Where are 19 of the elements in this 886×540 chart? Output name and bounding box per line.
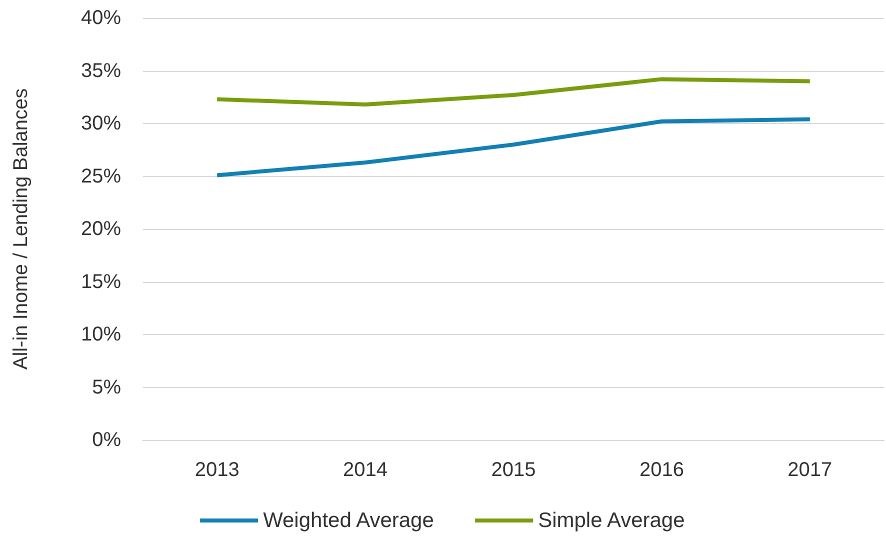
y-tick-label: 5%	[92, 376, 122, 398]
x-tick-label: 2016	[639, 459, 684, 481]
y-tick-label: 10%	[80, 324, 122, 346]
y-tick-label: 40%	[80, 7, 122, 29]
legend-label: Simple Average	[538, 509, 685, 532]
x-tick-label: 2013	[194, 459, 240, 481]
x-tick-label: 2017	[788, 459, 832, 481]
y-axis-title: All-in Inome / Lending Balances	[10, 88, 32, 370]
line-series	[215, 77, 812, 107]
y-tick-label: 15%	[80, 270, 122, 293]
y-tick-label: 35%	[80, 60, 122, 82]
x-tick-label: 2014	[343, 459, 388, 481]
y-tick-label: 30%	[80, 112, 122, 134]
line-series	[215, 117, 812, 178]
y-tick-label: 0%	[92, 429, 122, 451]
legend-label: Weighted Average	[263, 509, 434, 532]
y-tick-label: 20%	[80, 218, 122, 240]
x-tick-label: 2015	[491, 459, 536, 481]
y-tick-label: 25%	[80, 165, 122, 188]
